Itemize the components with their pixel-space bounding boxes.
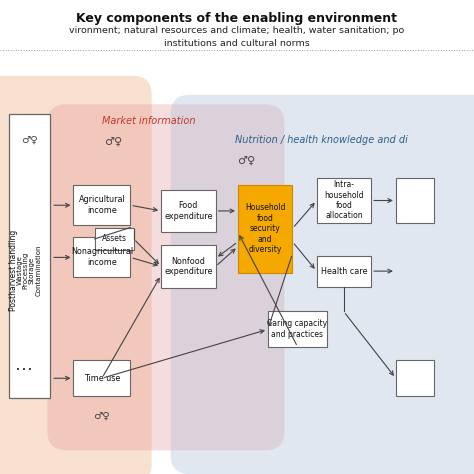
FancyBboxPatch shape [396,360,434,396]
FancyBboxPatch shape [0,76,152,474]
FancyBboxPatch shape [238,185,292,273]
Text: Contamination: Contamination [36,245,42,296]
Text: Nonfood
expenditure: Nonfood expenditure [164,257,213,276]
Text: Assets: Assets [102,235,127,243]
FancyBboxPatch shape [161,245,216,288]
Text: Time use: Time use [84,374,120,383]
Text: Household
food
security
and
diversity: Household food security and diversity [245,203,285,254]
Text: •: • [22,365,28,369]
Text: Health care: Health care [320,267,367,276]
Text: ♂♀: ♂♀ [237,156,255,166]
Text: Nutrition / health knowledge and di: Nutrition / health knowledge and di [235,135,408,145]
Text: Market information: Market information [102,116,195,126]
Text: Intra-
household
food
allocation: Intra- household food allocation [324,180,364,220]
Text: •: • [28,365,34,369]
Text: Caring capacity
and practices: Caring capacity and practices [267,319,328,339]
Text: ♂♀: ♂♀ [21,135,38,145]
Text: Wastage: Wastage [17,255,23,285]
FancyBboxPatch shape [47,104,284,450]
Text: Food
expenditure: Food expenditure [164,201,213,220]
FancyBboxPatch shape [396,178,434,223]
FancyBboxPatch shape [73,360,130,396]
Text: ♂♀: ♂♀ [104,137,122,147]
FancyBboxPatch shape [268,311,327,347]
Text: Key components of the enabling environment: Key components of the enabling environme… [76,12,398,25]
FancyBboxPatch shape [73,237,130,277]
Text: Postharvest handling: Postharvest handling [9,229,18,311]
Text: Nonagricultural
income: Nonagricultural income [71,247,133,267]
Text: ♂♀: ♂♀ [93,410,110,421]
FancyBboxPatch shape [317,256,371,287]
FancyBboxPatch shape [317,178,371,223]
FancyBboxPatch shape [171,95,474,474]
Text: Agricultural
income: Agricultural income [79,195,125,215]
Text: institutions and cultural norms: institutions and cultural norms [164,39,310,48]
FancyBboxPatch shape [95,228,134,250]
Text: •: • [17,365,22,369]
Text: Storage: Storage [28,256,34,284]
FancyBboxPatch shape [73,185,130,225]
Text: vironment; natural resources and climate; health, water sanitation; po: vironment; natural resources and climate… [69,26,405,35]
FancyBboxPatch shape [9,114,50,398]
FancyBboxPatch shape [161,190,216,232]
Text: Processing: Processing [23,252,28,289]
